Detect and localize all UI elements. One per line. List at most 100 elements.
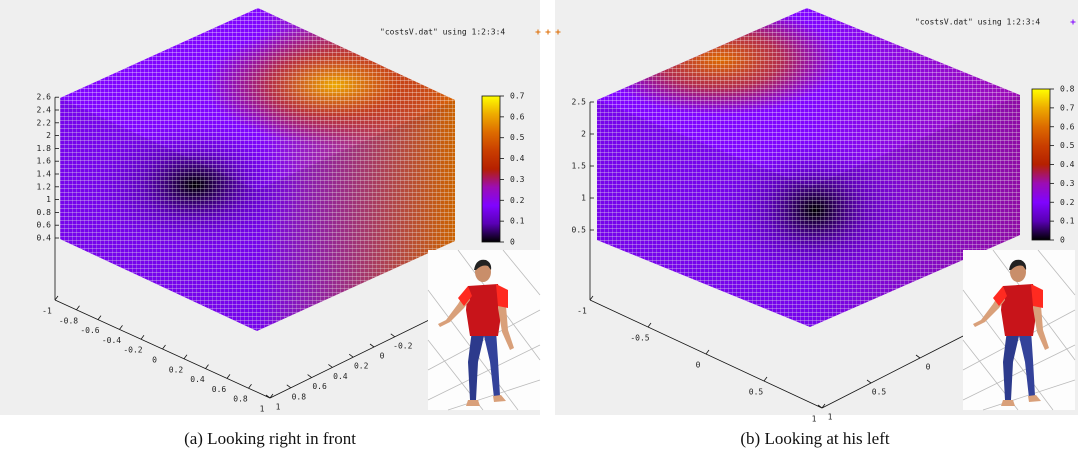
foot — [1001, 400, 1015, 406]
foot — [493, 395, 506, 402]
foot — [1028, 395, 1041, 402]
colorbar-tick-label: 0.6 — [510, 112, 525, 121]
y-tick — [286, 384, 292, 389]
x-tick-label: -0.6 — [80, 326, 99, 335]
z-tick-label: 0.5 — [572, 226, 587, 235]
caption: (a) Looking right in front — [184, 429, 356, 448]
z-tick-label: 2.6 — [37, 93, 52, 102]
x-tick — [589, 295, 594, 301]
floor-grid — [427, 309, 541, 371]
leg — [1019, 330, 1035, 398]
x-tick-label: -1 — [42, 307, 52, 316]
colorbar-tick-label: 0 — [510, 238, 515, 247]
y-tick — [915, 354, 921, 359]
colorbar-tick-label: 0.2 — [1060, 198, 1075, 207]
z-tick-label: 1 — [46, 195, 51, 204]
x-tick-label: -0.8 — [59, 316, 78, 325]
x-tick — [248, 383, 252, 389]
x-tick — [763, 376, 768, 382]
x-tick — [119, 325, 123, 330]
colorbar-tick-label: 0.3 — [1060, 179, 1075, 188]
y-tick — [265, 394, 271, 399]
z-tick-label: 2 — [581, 130, 586, 139]
legend-label: "costsV.dat" using 1:2:3:4 — [915, 18, 1040, 27]
hair — [1009, 259, 1027, 270]
z-tick-label: 0.8 — [37, 208, 52, 217]
z-tick-label: 1.4 — [37, 170, 52, 179]
leg — [1003, 330, 1019, 400]
z-tick-label: 0.4 — [37, 234, 52, 243]
cloud-face — [810, 95, 1020, 327]
x-tick — [54, 295, 59, 301]
x-tick-label: 1 — [260, 405, 265, 414]
x-tick-label: -0.5 — [630, 334, 649, 343]
floor-grid — [502, 249, 541, 296]
x-tick — [162, 344, 166, 350]
x-tick — [705, 349, 710, 355]
sleeve — [1031, 284, 1043, 308]
foot — [466, 400, 480, 406]
character-inset — [427, 249, 541, 411]
y-tick-label: 0.2 — [354, 362, 369, 371]
floor-grid — [427, 344, 541, 401]
colorbar — [1031, 88, 1051, 241]
x-tick-label: 1 — [812, 415, 817, 424]
cloud-face — [597, 100, 810, 327]
z-tick-label: 2.2 — [37, 118, 52, 127]
z-tick-label: 1.5 — [572, 162, 587, 171]
y-tick-label: 0.6 — [312, 382, 327, 391]
x-tick — [76, 305, 80, 311]
x-tick-label: 0.2 — [169, 365, 184, 374]
z-tick-label: 1 — [581, 194, 586, 203]
x-tick — [821, 403, 826, 409]
colorbar-tick-label: 0.4 — [1060, 160, 1075, 169]
sleeve — [458, 286, 472, 306]
x-tick-label: -0.2 — [123, 346, 142, 355]
colorbar-tick-label: 0.7 — [1060, 103, 1075, 112]
legend-label: "costsV.dat" using 1:2:3:4 — [380, 28, 505, 37]
sleeve — [993, 286, 1007, 306]
y-tick — [348, 353, 354, 358]
floor-grid — [1037, 249, 1076, 296]
colorbar-tick-label: 0.3 — [510, 175, 525, 184]
leg — [468, 330, 484, 400]
floor-grid — [962, 309, 1076, 371]
z-tick-label: 2.4 — [37, 106, 52, 115]
sleeve — [496, 284, 508, 308]
colorbar — [481, 95, 501, 243]
torso — [466, 284, 502, 336]
x-tick — [226, 374, 231, 379]
y-tick-label: 1 — [276, 403, 281, 412]
y-tick — [866, 379, 872, 384]
z-tick-label: 1.6 — [37, 157, 52, 166]
y-tick — [369, 343, 375, 348]
legend-marker — [555, 29, 561, 35]
y-tick-label: -0.2 — [393, 341, 412, 350]
colorbar-tick-label: 0.7 — [510, 92, 525, 101]
legend-marker — [535, 29, 541, 35]
y-tick — [328, 364, 333, 368]
x-tick — [97, 315, 102, 320]
cloud-face — [257, 100, 455, 331]
torso — [1001, 284, 1037, 336]
leg — [484, 330, 500, 398]
x-tick-label: -1 — [577, 307, 587, 316]
x-tick — [140, 334, 145, 340]
x-tick-label: 0.6 — [212, 385, 227, 394]
colorbar-tick-label: 0.6 — [1060, 122, 1075, 131]
legend-marker — [545, 29, 551, 35]
z-tick-label: 2 — [46, 131, 51, 140]
y-tick-label: 1 — [828, 413, 833, 422]
colorbar-tick-label: 0.1 — [510, 217, 525, 226]
x-tick — [205, 364, 209, 369]
character-inset — [962, 249, 1076, 411]
hair — [474, 259, 492, 270]
y-tick-label: 0.5 — [872, 388, 887, 397]
y-tick — [307, 374, 312, 378]
z-tick-label: 1.8 — [37, 144, 52, 153]
y-tick — [817, 404, 823, 409]
y-tick-label: 0.4 — [333, 372, 348, 381]
colorbar-tick-label: 0.1 — [1060, 217, 1075, 226]
y-tick-label: 0 — [380, 352, 385, 361]
y-tick-label: 0.8 — [292, 392, 307, 401]
